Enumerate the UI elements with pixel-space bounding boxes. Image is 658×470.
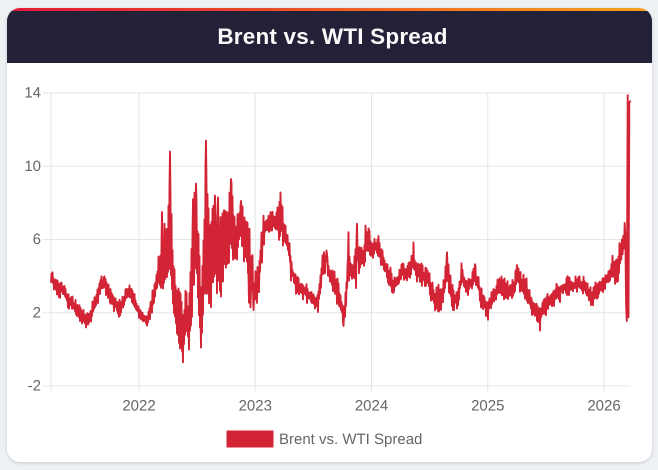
- svg-text:2022: 2022: [122, 398, 155, 415]
- svg-text:14: 14: [24, 85, 41, 102]
- svg-text:2: 2: [33, 304, 41, 321]
- svg-text:6: 6: [33, 231, 41, 248]
- svg-text:2023: 2023: [239, 398, 272, 415]
- svg-text:Brent vs. WTI Spread: Brent vs. WTI Spread: [279, 431, 422, 448]
- svg-text:10: 10: [24, 158, 41, 175]
- svg-text:2026: 2026: [587, 398, 620, 415]
- svg-text:-2: -2: [28, 378, 41, 395]
- svg-text:2025: 2025: [471, 398, 504, 415]
- svg-text:2024: 2024: [355, 398, 388, 415]
